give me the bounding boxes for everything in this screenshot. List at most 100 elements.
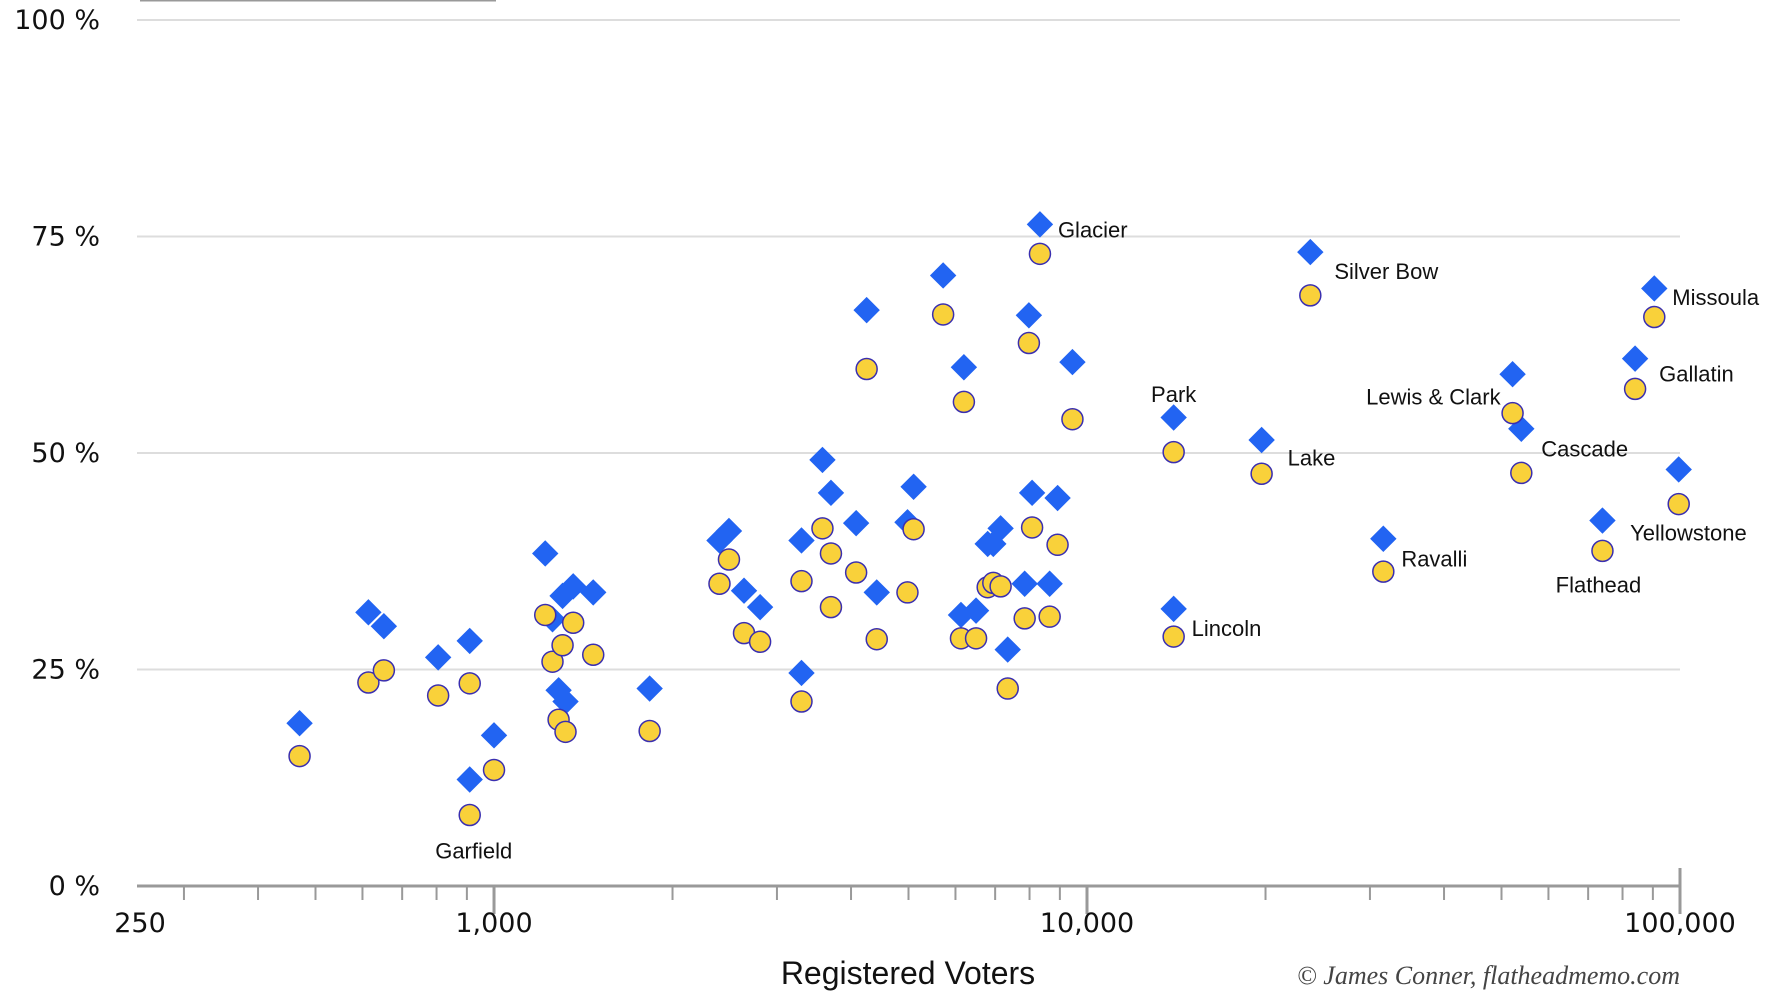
circle-point — [819, 542, 843, 565]
diamond-point — [1015, 302, 1043, 329]
y-tick-label: 50 % — [31, 438, 100, 469]
diamond-point — [950, 354, 978, 381]
circle-point — [554, 720, 577, 744]
circle-point — [551, 634, 574, 657]
circle-point — [865, 627, 888, 651]
circle-point — [426, 684, 450, 707]
y-tick-label: 0 % — [49, 871, 100, 902]
gridlines — [137, 19, 1680, 671]
circle-point — [931, 303, 955, 326]
circle-point — [458, 672, 481, 695]
circle-point — [964, 627, 988, 650]
county-label: Lake — [1288, 445, 1336, 470]
diamond-point — [424, 644, 452, 671]
diamond-point — [1044, 484, 1071, 512]
diamond-point — [900, 473, 927, 500]
circle-point — [1623, 377, 1647, 401]
diamond-point — [286, 709, 313, 737]
diamond-point — [1011, 570, 1038, 597]
diamond-point — [746, 593, 774, 621]
circle-point — [458, 803, 481, 827]
diamond-point — [842, 509, 870, 537]
diamond-point — [1160, 595, 1187, 623]
circle-point — [1020, 516, 1044, 539]
circle-point — [1667, 492, 1690, 516]
diamond-point — [1160, 404, 1187, 431]
diamond-point — [715, 517, 743, 545]
county-label: Garfield — [435, 838, 512, 863]
circle-point — [896, 581, 919, 604]
county-label: Missoula — [1672, 285, 1760, 310]
y-tick-label: 75 % — [31, 222, 100, 253]
diamond-point — [1018, 479, 1046, 507]
circle-point — [533, 603, 557, 627]
diamond-point — [456, 766, 483, 793]
y-tick-label: 25 % — [31, 655, 100, 686]
circle-point — [1510, 461, 1533, 485]
circle-point — [1372, 560, 1395, 583]
circle-point — [952, 390, 976, 414]
diamond-point — [636, 675, 663, 702]
circle-point — [748, 630, 772, 654]
diamond-point — [788, 527, 815, 554]
data-points — [286, 211, 1692, 827]
diamond-point — [1589, 507, 1616, 534]
diamond-point — [1026, 211, 1054, 238]
diamond-point — [1059, 348, 1086, 376]
diamond-point — [929, 262, 957, 289]
circle-point — [1250, 462, 1273, 486]
circle-point — [1643, 305, 1666, 329]
circle-point — [1162, 440, 1185, 464]
county-label: Silver Bow — [1334, 259, 1438, 284]
circle-point — [1501, 401, 1524, 425]
diamond-point — [1665, 456, 1692, 483]
county-label: Gallatin — [1659, 361, 1734, 386]
x-axis-label: Registered Voters — [781, 955, 1035, 991]
circle-point — [1591, 539, 1614, 563]
y-tick-label: 100 % — [14, 5, 100, 36]
diamond-point — [480, 722, 508, 749]
diamond-point — [355, 599, 382, 626]
diamond-point — [809, 446, 836, 474]
county-label: Lewis & Clark — [1366, 385, 1501, 410]
circle-point — [1028, 242, 1052, 266]
diamond-point — [987, 515, 1014, 542]
axes — [137, 868, 1682, 914]
diamond-point — [1036, 570, 1063, 597]
circle-point — [541, 650, 564, 673]
diamond-point — [788, 659, 815, 687]
circle-point — [1013, 607, 1036, 630]
circle-point — [819, 595, 843, 619]
diamond-point — [1641, 275, 1668, 302]
circle-point — [996, 677, 1019, 700]
diamond-point — [532, 540, 559, 567]
diamond-point — [580, 579, 607, 606]
diamond-point — [1248, 426, 1275, 454]
circle-point — [989, 575, 1012, 598]
diamond-point — [817, 479, 845, 507]
diamond-point — [559, 573, 587, 600]
circle-point — [357, 671, 380, 694]
diamond-point — [1297, 238, 1324, 266]
circle-point — [581, 643, 605, 667]
county-label: Lincoln — [1192, 616, 1262, 641]
circle-point — [1162, 625, 1185, 648]
diamond-point — [1499, 360, 1526, 388]
county-label: Flathead — [1556, 573, 1642, 598]
county-label: Glacier — [1058, 218, 1128, 243]
diamond-point — [962, 597, 990, 624]
circle-point — [1299, 284, 1322, 307]
circle-point — [811, 517, 834, 540]
circle-point — [1017, 331, 1041, 355]
county-label: Yellowstone — [1630, 521, 1747, 546]
county-label: Park — [1151, 382, 1197, 407]
circle-point — [482, 758, 506, 782]
circle-point — [372, 659, 396, 682]
diamond-point — [730, 577, 758, 604]
circle-point — [844, 561, 868, 584]
circle-point — [1061, 407, 1084, 431]
circle-point — [790, 690, 813, 713]
x-tick-label: 250 — [114, 908, 166, 939]
circle-point — [288, 744, 311, 768]
